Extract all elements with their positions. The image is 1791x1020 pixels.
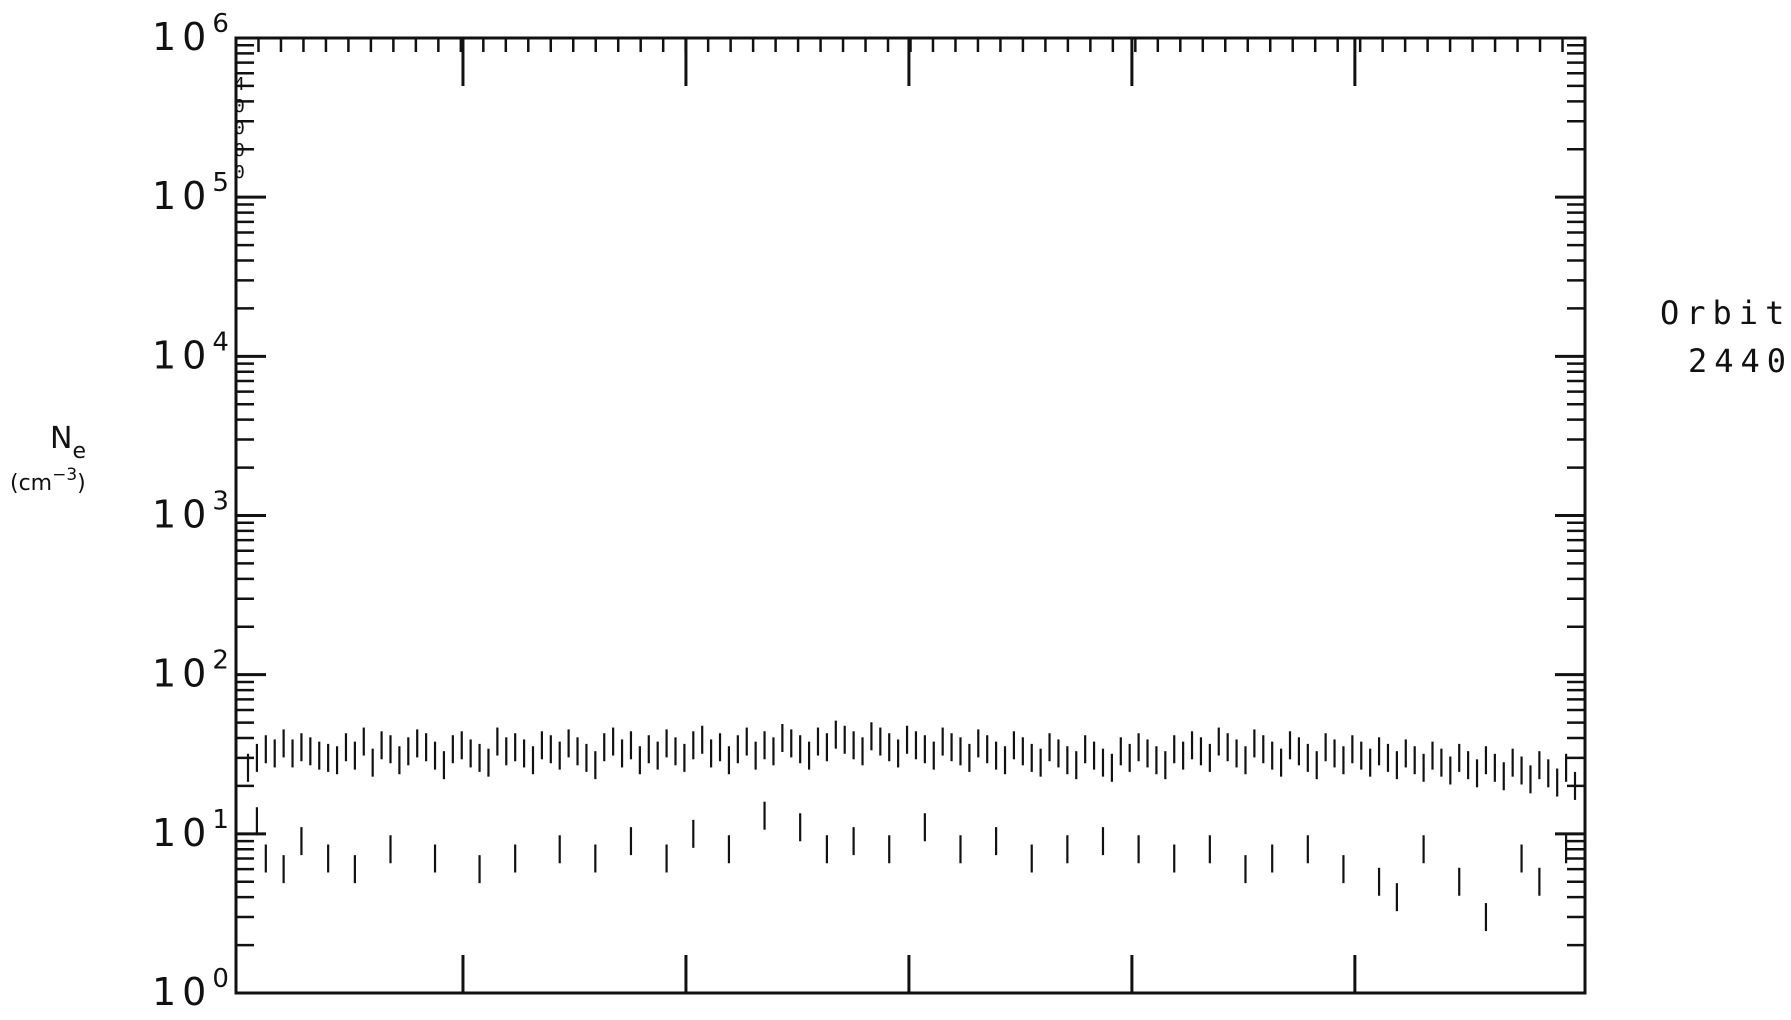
inset-digit: 0 — [234, 162, 245, 183]
minor-ticks — [236, 38, 1585, 947]
major-ticks — [236, 36, 1585, 995]
y-tick-label: 102 — [152, 646, 235, 696]
y-axis-label: Ne (cm−3) — [10, 421, 86, 496]
data-marks — [246, 720, 1577, 932]
orbit-number: 2440 — [1688, 342, 1791, 380]
y-tick-labels: 100 101 102 103 104 105 106 — [152, 9, 235, 1014]
y-tick-label: 104 — [152, 327, 235, 377]
inset-digit: 0 — [234, 96, 245, 117]
inset-digit: 4 — [234, 74, 245, 95]
ylabel-unit: (cm−3) — [10, 465, 86, 496]
ylabel-symbol: Ne — [50, 421, 86, 464]
plot-frame — [234, 36, 1587, 995]
y-tick-label: 103 — [152, 487, 235, 537]
orbit-annotation: Orbit 2440 — [1660, 294, 1791, 380]
y-tick-label: 106 — [152, 9, 235, 59]
inset-digit: 0 — [234, 118, 245, 139]
y-tick-label: 100 — [152, 964, 235, 1014]
orbit-label: Orbit — [1660, 294, 1791, 332]
inset-digit: 0 — [234, 140, 245, 161]
y-tick-label: 101 — [152, 805, 235, 855]
y-tick-label: 105 — [152, 168, 235, 218]
